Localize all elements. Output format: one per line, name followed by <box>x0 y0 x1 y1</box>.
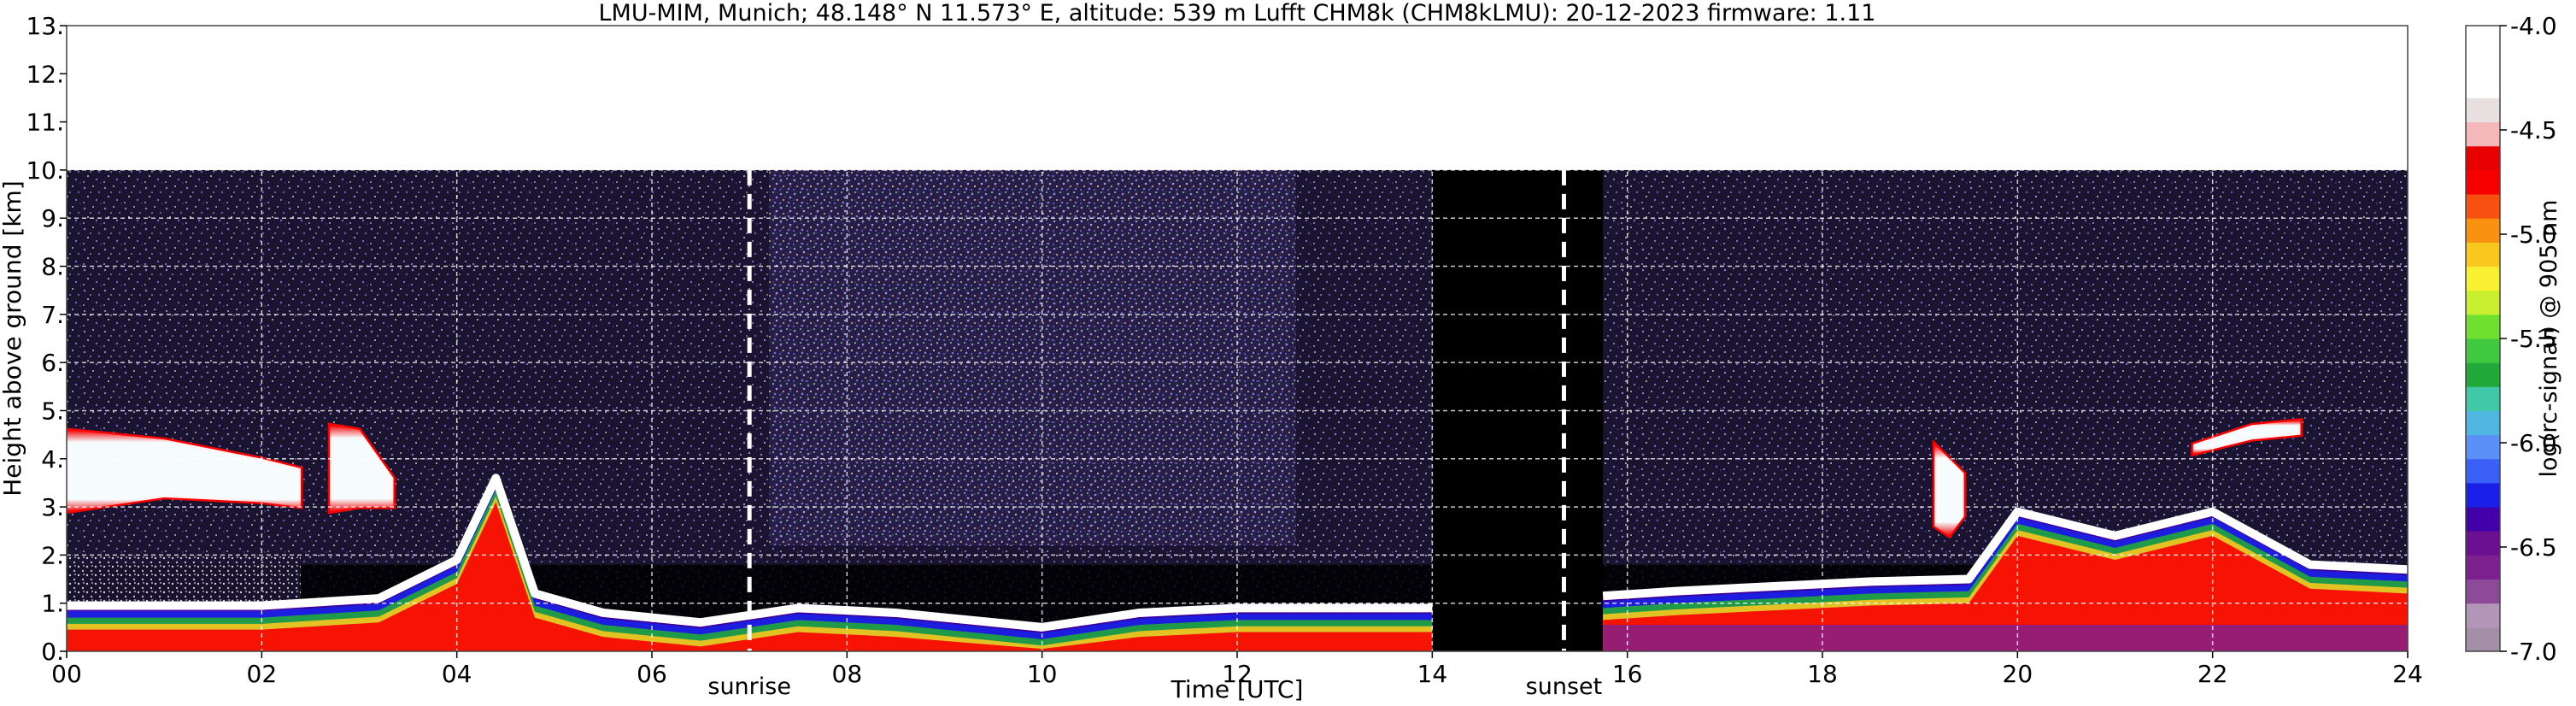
sunset-label: sunset <box>1526 674 1603 700</box>
y-tick-label: 5. <box>41 397 64 425</box>
colorbar-segment <box>2466 603 2500 628</box>
y-tick-label: 11. <box>26 109 64 137</box>
colorbar-segment <box>2466 169 2500 195</box>
x-tick-label: 16 <box>1612 660 1643 688</box>
colorbar-tick-label: -7.0 <box>2510 638 2557 666</box>
colorbar-segment <box>2466 314 2500 339</box>
y-tick-label: 8. <box>41 253 64 281</box>
cloud-core-3 <box>2192 420 2301 455</box>
x-tick-label: 18 <box>1807 660 1838 688</box>
y-tick-label: 10. <box>26 156 64 185</box>
boundary-layer-red-1 <box>1603 535 2408 651</box>
colorbar-tick-label: -5.0 <box>2510 221 2557 249</box>
plot-area <box>67 26 2408 651</box>
boundary-layer-top-0 <box>67 474 1433 632</box>
daytime-noise <box>769 169 1296 546</box>
colorbar-tick-label: -4.5 <box>2510 116 2557 144</box>
y-tick-label: 4. <box>41 445 64 474</box>
y-tick-label: 7. <box>41 301 64 329</box>
y-axis-label: Height above ground [km] <box>0 180 26 497</box>
x-tick-label: 12 <box>1222 660 1253 688</box>
colorbar-segment <box>2466 507 2500 532</box>
x-tick-label: 24 <box>2392 660 2423 688</box>
colorbar-tick-label: -6.5 <box>2510 533 2557 562</box>
colorbar-segment <box>2466 338 2500 363</box>
chart-title: LMU-MIM, Munich; 48.148° N 11.573° E, al… <box>599 0 1876 26</box>
colorbar-segment <box>2466 145 2500 171</box>
x-tick-label: 14 <box>1417 660 1448 688</box>
colorbar-segment <box>2466 555 2500 580</box>
colorbar-tick-label: -4.0 <box>2510 12 2557 40</box>
colorbar-segment <box>2466 386 2500 411</box>
colorbar-segment <box>2466 627 2500 652</box>
colorbar-segment <box>2466 579 2500 604</box>
y-tick-label: 0. <box>41 638 64 666</box>
y-tick-label: 9. <box>41 204 64 232</box>
x-tick-label: 20 <box>2003 660 2033 688</box>
x-tick-label: 04 <box>442 660 472 688</box>
colorbar-tick-label: -6.0 <box>2510 429 2557 457</box>
colorbar-segment <box>2466 50 2500 74</box>
colorbar-segment <box>2466 362 2500 387</box>
sunrise-label: sunrise <box>707 674 791 700</box>
y-tick-label: 2. <box>41 541 64 569</box>
colorbar-tick-label: -5.5 <box>2510 325 2557 353</box>
evening-surface-layer <box>1603 625 2408 651</box>
colorbar-segment <box>2466 266 2500 291</box>
colorbar-segment <box>2466 218 2500 243</box>
y-tick-label: 13. <box>26 12 64 40</box>
y-tick-label: 1. <box>41 590 64 618</box>
haze-band <box>67 555 301 603</box>
x-tick-label: 02 <box>247 660 278 688</box>
colorbar: -4.0 -4.5 -5.0 -5.5 -6.0 -6.5 -7.0 log(rc-signa… <box>2465 12 2562 666</box>
cloud-core-0 <box>67 429 301 512</box>
colorbar-segment <box>2466 74 2500 98</box>
colorbar-segment <box>2466 97 2500 123</box>
x-tick-label: 22 <box>2198 660 2228 688</box>
colorbar-segment <box>2466 458 2500 484</box>
x-tick-label: 00 <box>51 660 82 688</box>
colorbar-label: log(rc-signal) @ 905 nm <box>2536 200 2562 478</box>
y-tick-label: 3. <box>41 493 64 521</box>
colorbar-segment <box>2466 242 2500 268</box>
colorbar-segment <box>2466 410 2500 436</box>
boundary-layer-top-1 <box>1602 507 2408 601</box>
colorbar-segment <box>2466 531 2500 556</box>
colorbar-segment <box>2466 482 2500 508</box>
y-tick-label: 12. <box>26 60 64 88</box>
colorbar-segment <box>2466 121 2500 147</box>
colorbar-segment <box>2466 290 2500 315</box>
colorbar-segment <box>2466 434 2500 460</box>
boundary-layer-red-0 <box>67 502 1433 651</box>
x-axis-label: Time [UTC] <box>1171 675 1304 703</box>
x-tick-label: 10 <box>1027 660 1058 688</box>
x-tick-label: 06 <box>637 660 667 688</box>
y-tick-label: 6. <box>41 349 64 377</box>
cloud-core-2 <box>1934 444 1964 536</box>
cloud-core-1 <box>330 425 394 512</box>
colorbar-segment <box>2466 26 2500 50</box>
colorbar-segment <box>2466 194 2500 219</box>
axes: sunrise sunset 00 02 04 06 08 10 12 14 16 18 20 22 24 0… <box>0 0 2423 703</box>
x-tick-label: 08 <box>832 660 863 688</box>
